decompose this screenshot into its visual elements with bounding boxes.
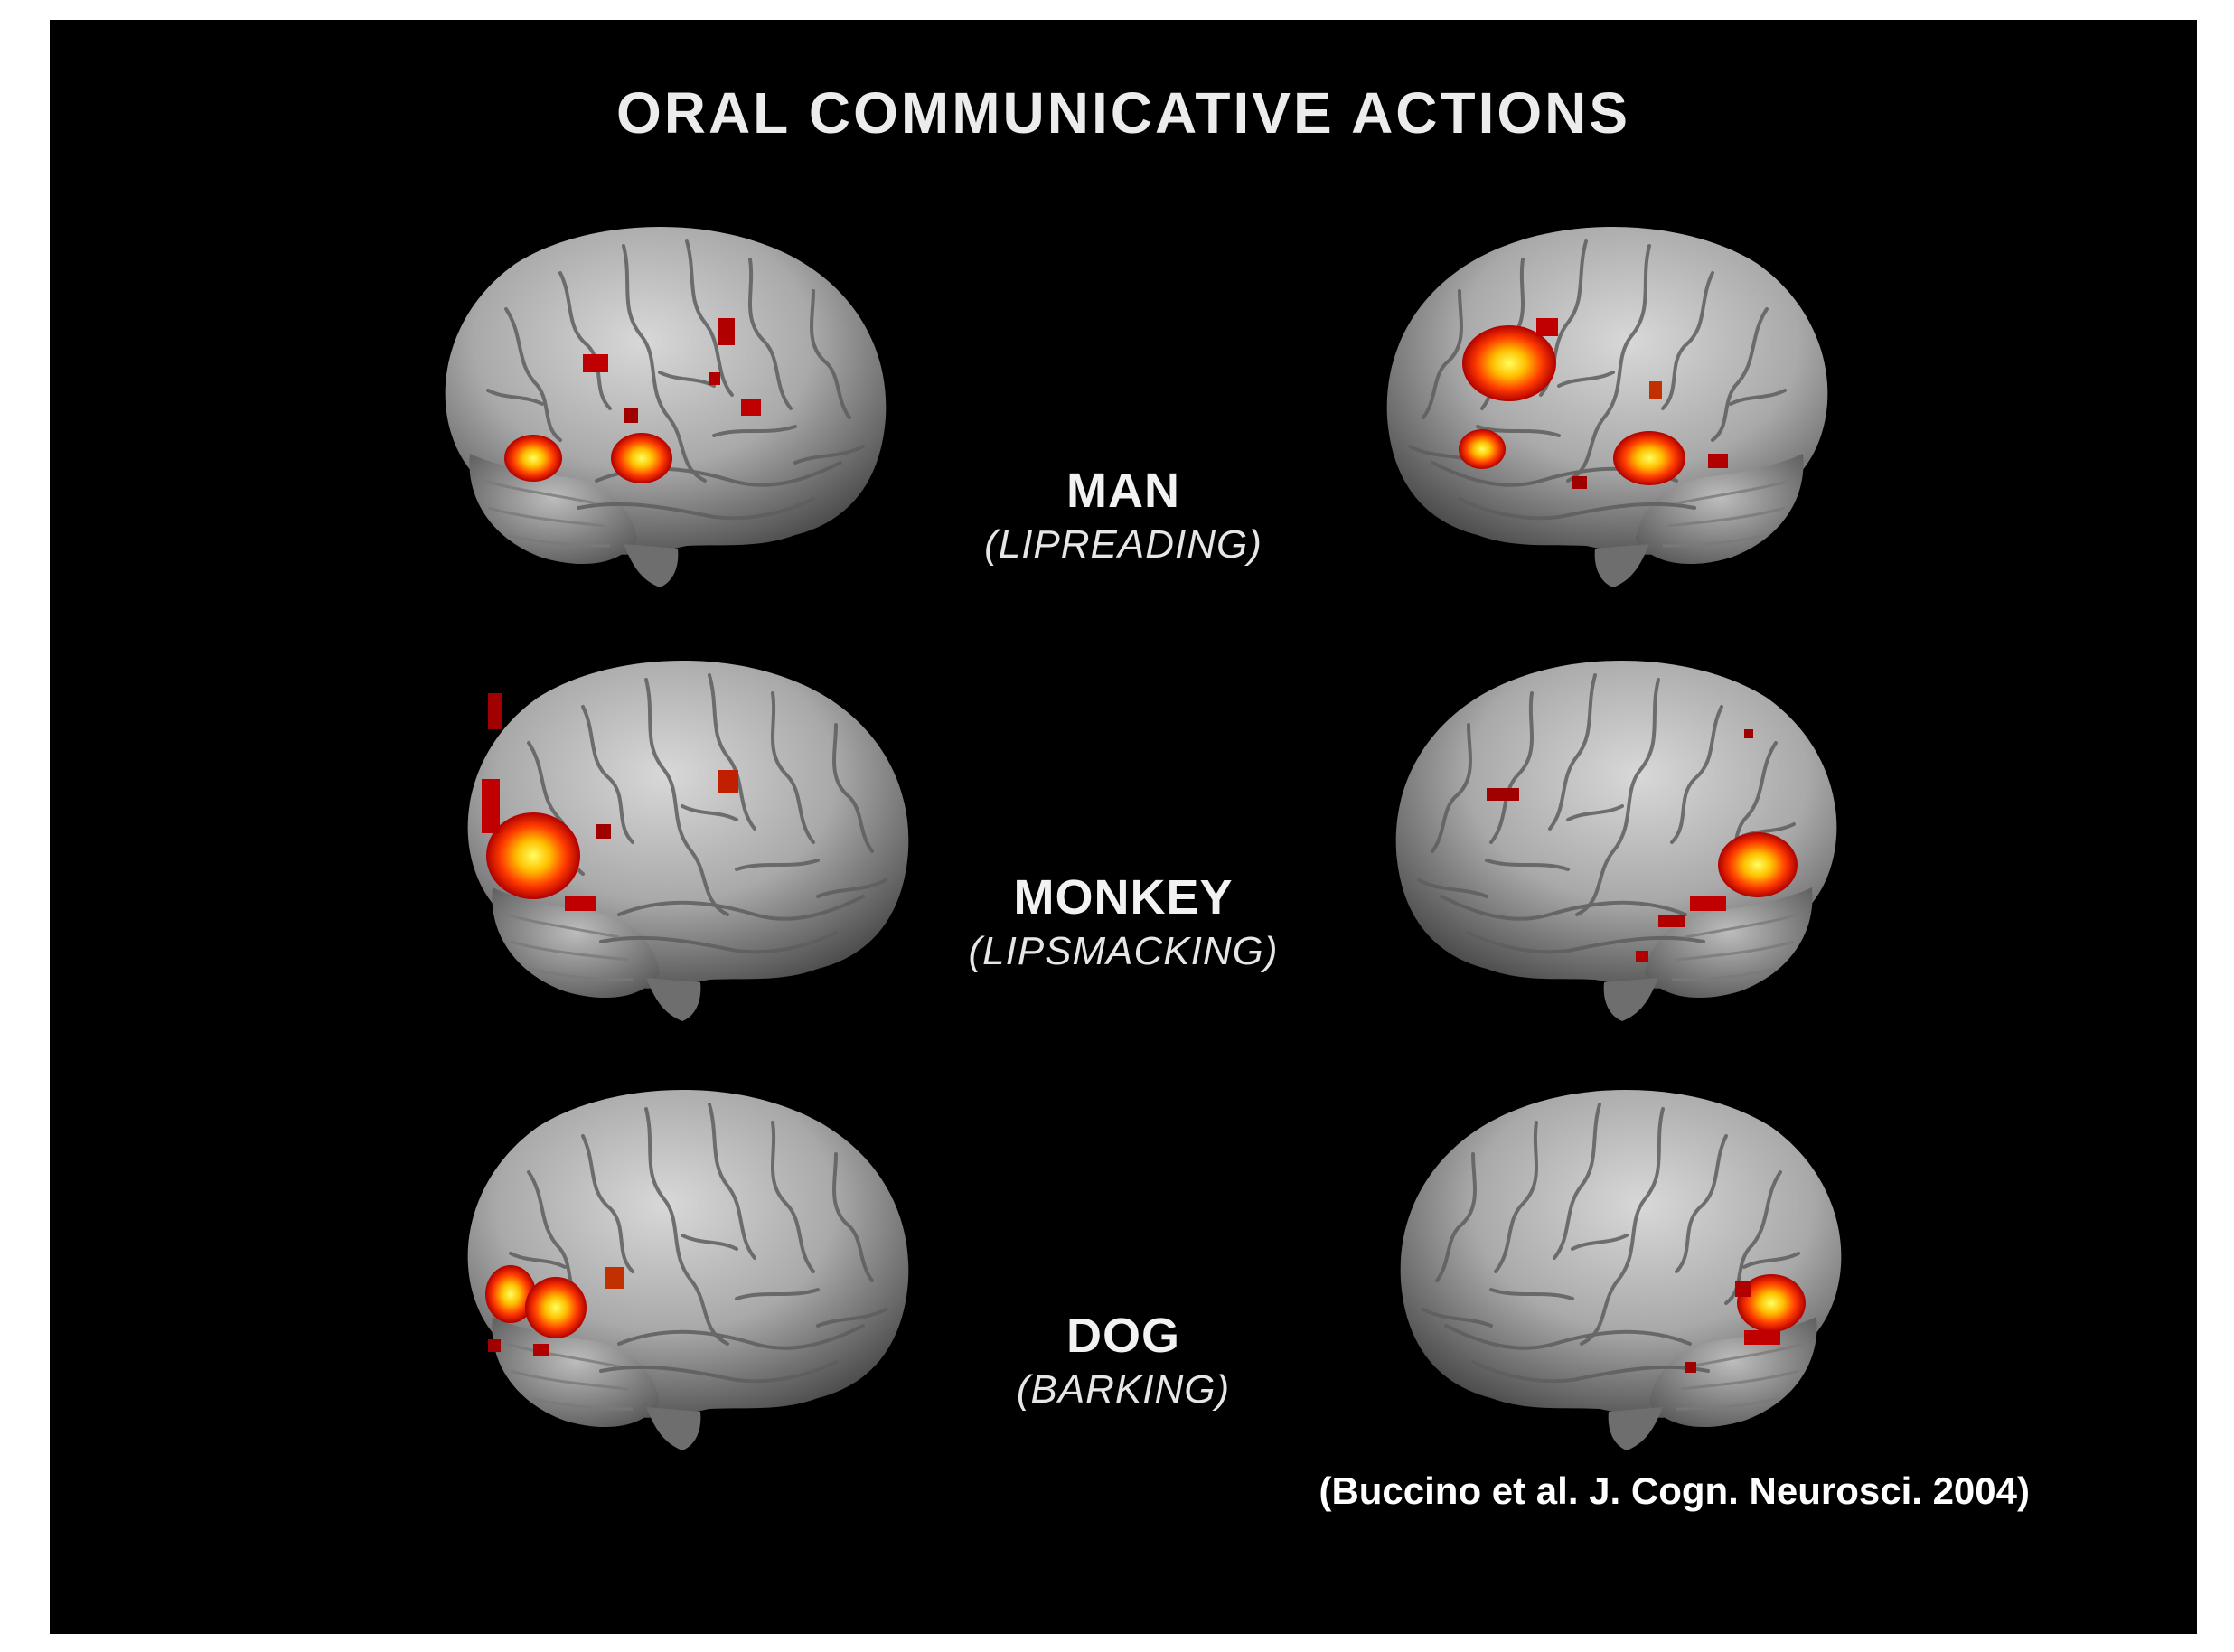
subject-name: MAN	[1066, 464, 1180, 518]
row-label-dog: DOG (BARKING)	[852, 1308, 1394, 1416]
action-name: (LIPSMACKING)	[968, 929, 1279, 973]
brain-man-right-view	[1369, 210, 1857, 598]
citation-text: (Buccino et al. J. Cogn. Neurosci. 2004)	[1319, 1469, 2030, 1512]
brain-monkey-left-view	[438, 643, 926, 1032]
action-name: (LIPREADING)	[984, 522, 1262, 567]
brain-man-left-view	[416, 210, 904, 598]
row-label-monkey: MONKEY (LIPSMACKING)	[852, 869, 1394, 978]
brain-dog-left-view	[438, 1073, 926, 1461]
action-name: (BARKING)	[1016, 1367, 1231, 1412]
subject-name: MONKEY	[1013, 870, 1234, 925]
brain-monkey-right-view	[1378, 643, 1866, 1032]
brain-dog-right-view	[1383, 1073, 1871, 1461]
row-label-man: MAN (LIPREADING)	[852, 463, 1394, 571]
figure-title: ORAL COMMUNICATIVE ACTIONS	[615, 80, 1631, 145]
subject-name: DOG	[1065, 1309, 1180, 1363]
figure-panel: ORAL COMMUNICATIVE ACTIONS MAN (LIPREADI…	[50, 20, 2197, 1634]
